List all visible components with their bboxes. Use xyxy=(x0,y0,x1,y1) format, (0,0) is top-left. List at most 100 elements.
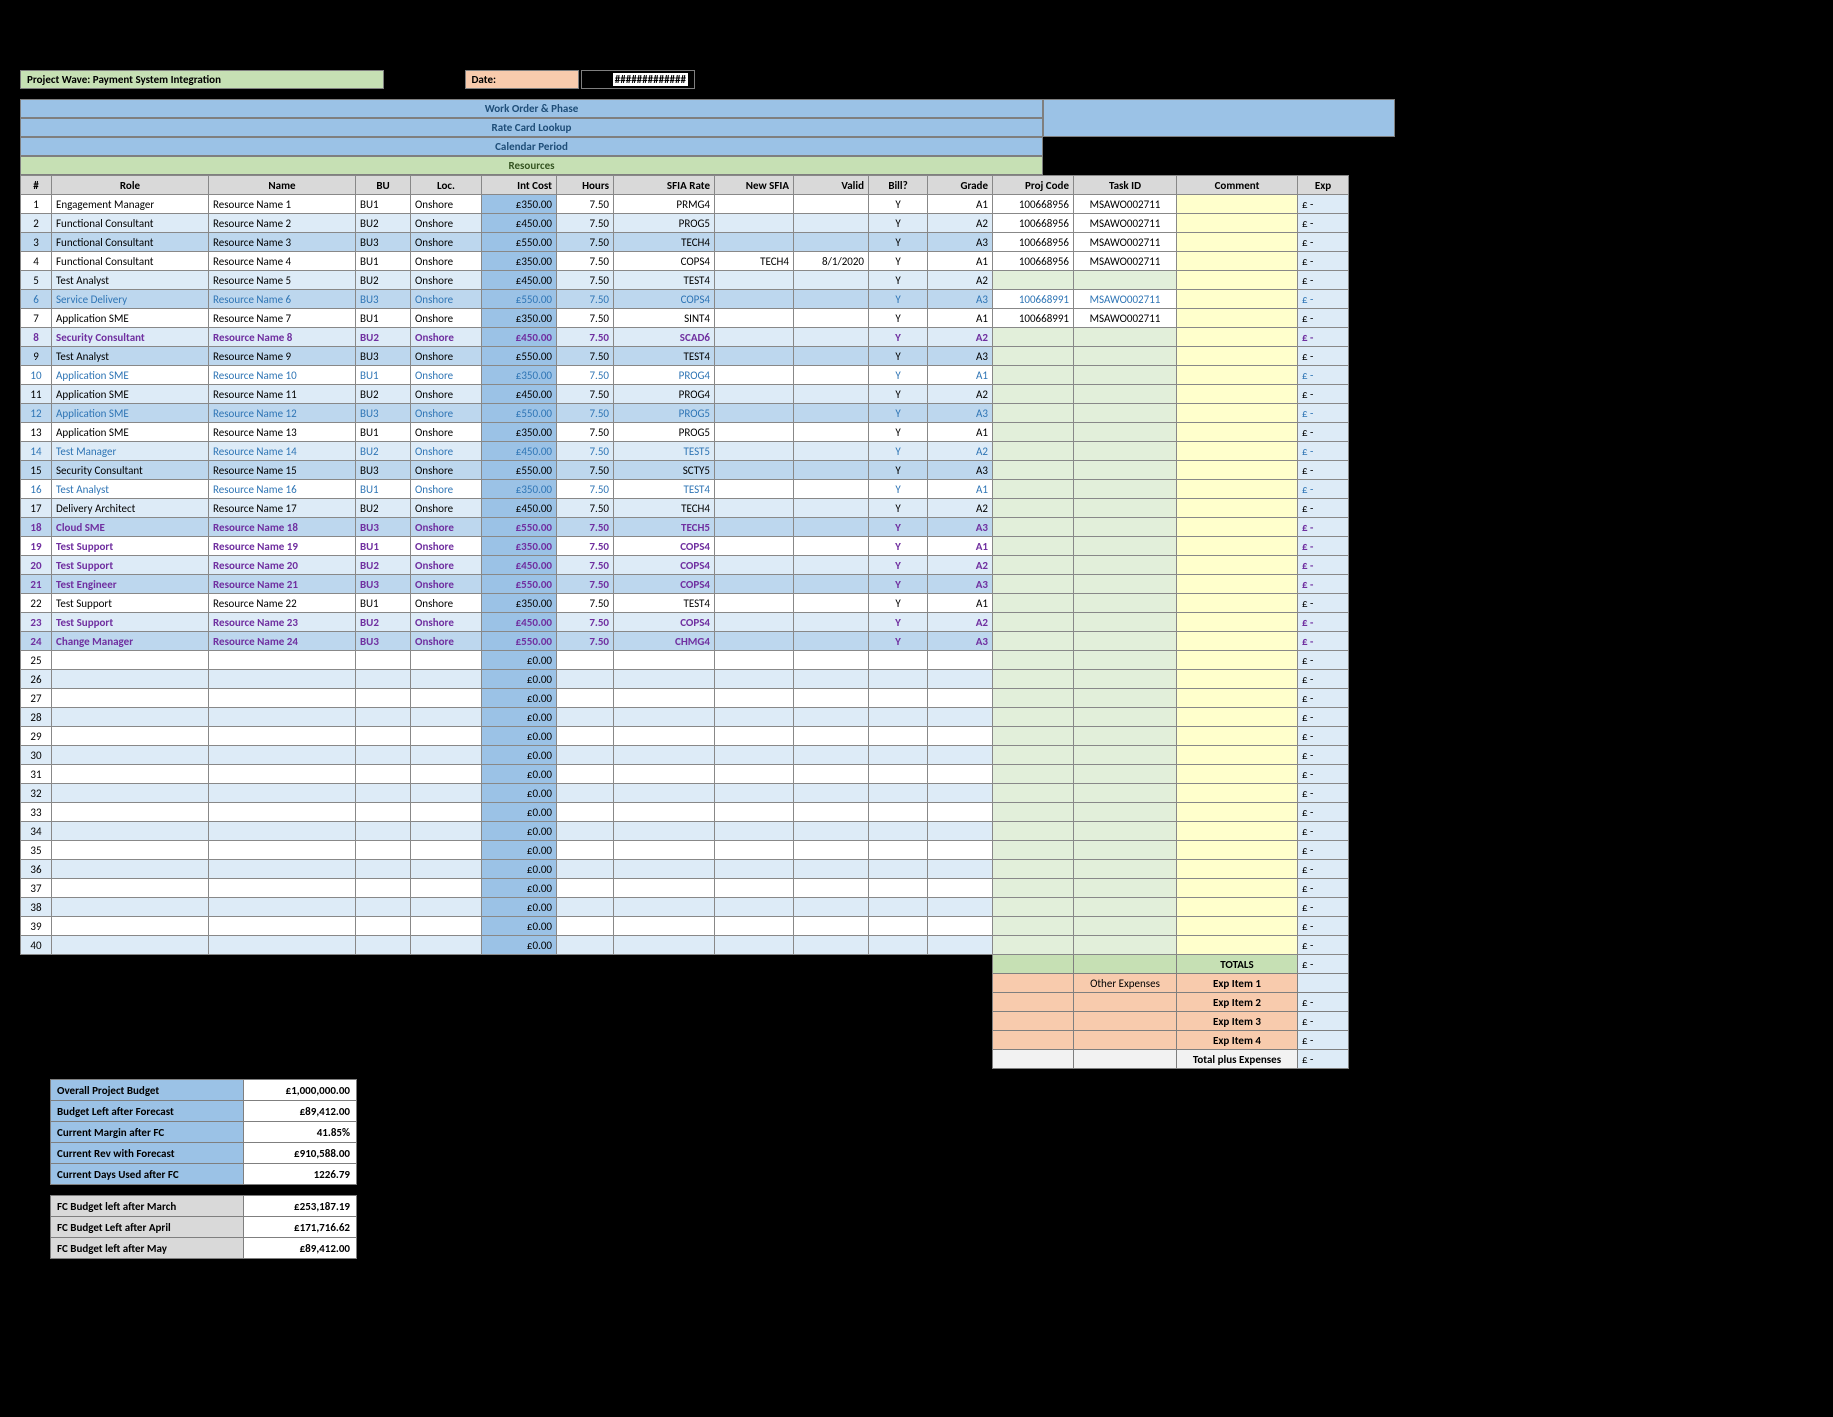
table-row[interactable]: 14Test ManagerResource Name 14BU2Onshore… xyxy=(21,442,1349,461)
newsfia-cell[interactable] xyxy=(715,442,794,461)
proj-cell[interactable] xyxy=(993,461,1074,480)
name-cell[interactable]: Resource Name 3 xyxy=(209,233,356,252)
cell[interactable]: £ - xyxy=(1298,670,1349,689)
hdr-nsfia[interactable]: New SFIA xyxy=(715,176,794,195)
hours-cell[interactable]: 7.50 xyxy=(557,214,614,233)
cell[interactable] xyxy=(209,841,356,860)
cell[interactable] xyxy=(356,898,411,917)
row-number[interactable]: 14 xyxy=(21,442,52,461)
cell[interactable] xyxy=(52,746,209,765)
bill-cell[interactable]: Y xyxy=(869,366,928,385)
cell[interactable] xyxy=(52,860,209,879)
hours-cell[interactable]: 7.50 xyxy=(557,290,614,309)
bu-cell[interactable]: BU1 xyxy=(356,252,411,271)
cell[interactable] xyxy=(52,727,209,746)
valid-cell[interactable] xyxy=(794,423,869,442)
role-cell[interactable]: Test Analyst xyxy=(52,347,209,366)
cell[interactable] xyxy=(869,727,928,746)
cell[interactable] xyxy=(557,784,614,803)
exp-cell[interactable]: £ - xyxy=(1298,537,1349,556)
table-row[interactable]: 5Test AnalystResource Name 5BU2Onshore£4… xyxy=(21,271,1349,290)
cell[interactable] xyxy=(52,936,209,955)
valid-cell[interactable] xyxy=(794,461,869,480)
newsfia-cell[interactable] xyxy=(715,404,794,423)
exp-cell[interactable]: £ - xyxy=(1298,404,1349,423)
table-row[interactable]: 27£0.00£ - xyxy=(21,689,1349,708)
exp-cell[interactable]: £ - xyxy=(1298,290,1349,309)
row-number[interactable]: 6 xyxy=(21,290,52,309)
rate-cell[interactable]: TEST5 xyxy=(614,442,715,461)
role-cell[interactable]: Cloud SME xyxy=(52,518,209,537)
row-number[interactable]: 32 xyxy=(21,784,52,803)
exp-cell[interactable]: £ - xyxy=(1298,518,1349,537)
cell[interactable] xyxy=(557,765,614,784)
row-number[interactable]: 21 xyxy=(21,575,52,594)
table-row[interactable]: 24Change ManagerResource Name 24BU3Onsho… xyxy=(21,632,1349,651)
task-cell[interactable] xyxy=(1074,385,1177,404)
task-cell[interactable] xyxy=(1074,594,1177,613)
bill-cell[interactable]: Y xyxy=(869,556,928,575)
comment-cell[interactable] xyxy=(1177,499,1298,518)
task-cell[interactable] xyxy=(1074,537,1177,556)
comment-cell[interactable] xyxy=(1177,556,1298,575)
valid-cell[interactable] xyxy=(794,214,869,233)
cell[interactable] xyxy=(794,860,869,879)
hours-cell[interactable]: 7.50 xyxy=(557,480,614,499)
hours-cell[interactable]: 7.50 xyxy=(557,366,614,385)
valid-cell[interactable] xyxy=(794,556,869,575)
bu-cell[interactable]: BU3 xyxy=(356,461,411,480)
comment-cell[interactable] xyxy=(1177,518,1298,537)
proj-cell[interactable]: 100668956 xyxy=(993,233,1074,252)
cell[interactable] xyxy=(52,765,209,784)
bu-cell[interactable]: BU2 xyxy=(356,328,411,347)
rate-cell[interactable]: TECH5 xyxy=(614,518,715,537)
bill-cell[interactable]: Y xyxy=(869,347,928,366)
cell[interactable]: £ - xyxy=(1298,841,1349,860)
cell[interactable] xyxy=(557,689,614,708)
comment-cell[interactable] xyxy=(1177,366,1298,385)
cell[interactable] xyxy=(993,917,1074,936)
role-cell[interactable]: Security Consultant xyxy=(52,328,209,347)
hours-cell[interactable]: 7.50 xyxy=(557,195,614,214)
grade-cell[interactable]: A3 xyxy=(928,461,993,480)
rate-cell[interactable]: COPS4 xyxy=(614,613,715,632)
cell[interactable] xyxy=(794,708,869,727)
cell[interactable] xyxy=(557,860,614,879)
table-row[interactable]: 22Test SupportResource Name 22BU1Onshore… xyxy=(21,594,1349,613)
cell[interactable] xyxy=(869,841,928,860)
name-cell[interactable]: Resource Name 5 xyxy=(209,271,356,290)
cell[interactable] xyxy=(356,841,411,860)
rate-cell[interactable]: COPS4 xyxy=(614,252,715,271)
table-row[interactable]: 37£0.00£ - xyxy=(21,879,1349,898)
row-number[interactable]: 35 xyxy=(21,841,52,860)
cell[interactable] xyxy=(1177,670,1298,689)
exp-cell[interactable]: £ - xyxy=(1298,594,1349,613)
row-number[interactable]: 1 xyxy=(21,195,52,214)
table-row[interactable]: 25£0.00£ - xyxy=(21,651,1349,670)
bill-cell[interactable]: Y xyxy=(869,632,928,651)
exp-cell[interactable]: £ - xyxy=(1298,347,1349,366)
hours-cell[interactable]: 7.50 xyxy=(557,423,614,442)
row-number[interactable]: 10 xyxy=(21,366,52,385)
cost-cell[interactable]: £550.00 xyxy=(482,518,557,537)
row-number[interactable]: 37 xyxy=(21,879,52,898)
row-number[interactable]: 11 xyxy=(21,385,52,404)
name-cell[interactable]: Resource Name 22 xyxy=(209,594,356,613)
cell[interactable] xyxy=(411,936,482,955)
grade-cell[interactable]: A3 xyxy=(928,518,993,537)
cell[interactable] xyxy=(715,822,794,841)
cell[interactable] xyxy=(1074,917,1177,936)
valid-cell[interactable] xyxy=(794,442,869,461)
table-row[interactable]: 3Functional ConsultantResource Name 3BU3… xyxy=(21,233,1349,252)
cell[interactable] xyxy=(1074,936,1177,955)
cell[interactable] xyxy=(794,670,869,689)
bu-cell[interactable]: BU2 xyxy=(356,499,411,518)
cost-cell[interactable]: £350.00 xyxy=(482,537,557,556)
valid-cell[interactable] xyxy=(794,290,869,309)
cell[interactable] xyxy=(209,860,356,879)
cell[interactable] xyxy=(869,784,928,803)
row-number[interactable]: 30 xyxy=(21,746,52,765)
cell[interactable] xyxy=(869,689,928,708)
comment-cell[interactable] xyxy=(1177,423,1298,442)
cell[interactable] xyxy=(869,708,928,727)
